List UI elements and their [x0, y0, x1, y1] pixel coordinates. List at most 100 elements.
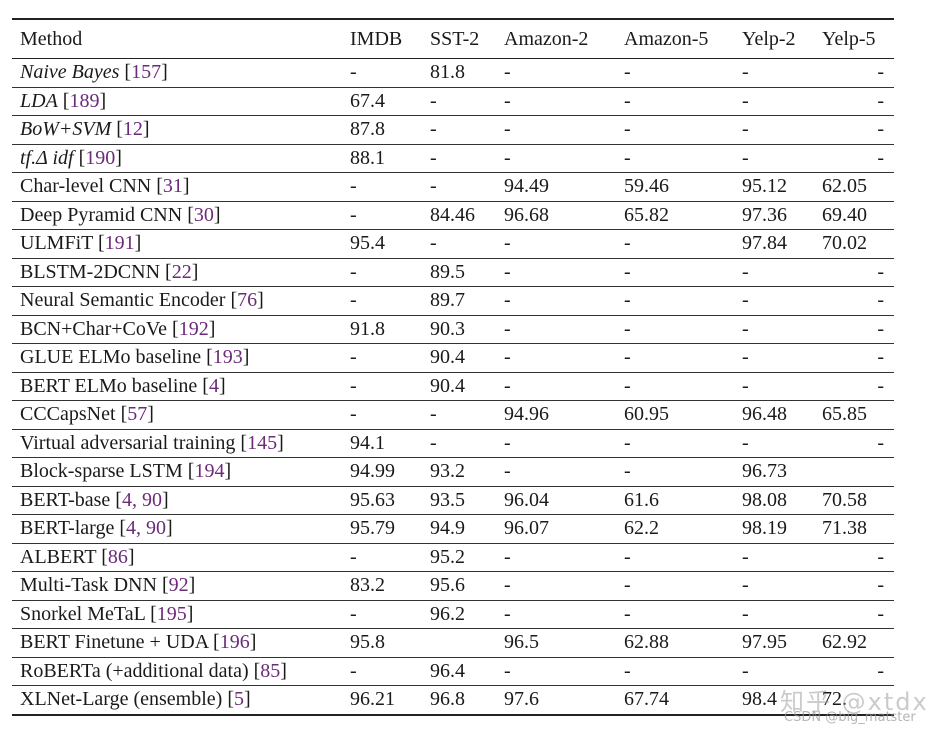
yelp-5-cell: -: [814, 657, 894, 686]
sst-2-cell: 90.4: [422, 343, 496, 373]
citation-link[interactable]: 57: [127, 403, 148, 426]
yelp-2-cell: -: [734, 600, 814, 629]
citation-link[interactable]: 85: [260, 659, 281, 682]
amazon-2-cell: 96.5: [496, 628, 616, 658]
citation-link[interactable]: 92: [168, 574, 189, 597]
imdb-cell: -: [342, 258, 422, 287]
sst-2-cell: 95.2: [422, 543, 496, 572]
citation-link[interactable]: 195: [156, 602, 187, 625]
amazon-5-cell: -: [616, 144, 734, 173]
citation-link[interactable]: 12: [122, 118, 143, 141]
yelp-2-cell: -: [734, 571, 814, 601]
amazon-2-cell: -: [496, 372, 616, 401]
method-name: XLNet-Large (ensemble): [20, 688, 223, 711]
amazon-2-cell: -: [496, 571, 616, 601]
yelp-5-cell: -: [814, 87, 894, 116]
yelp-2-cell: -: [734, 58, 814, 88]
table-row: BERT-large [4, 90] 95.79 94.9 96.07 62.2 98.1…: [12, 514, 894, 544]
yelp-5-cell: 69.40: [814, 201, 894, 230]
amazon-5-cell: 62.2: [616, 514, 734, 544]
table-row: GLUE ELMo baseline [193] -90.4- - - -: [12, 343, 894, 373]
method-name: tf.Δ idf: [20, 146, 74, 169]
table-row: BERT-base [4, 90] 95.63 93.5 96.04 61.6 98.08…: [12, 486, 894, 515]
method-name: Deep Pyramid CNN: [20, 203, 183, 226]
table-row: LDA [189] 67.4- - - - -: [12, 87, 894, 116]
amazon-5-cell: -: [616, 600, 734, 629]
amazon-2-cell: -: [496, 286, 616, 316]
yelp-2-cell: -: [734, 87, 814, 116]
sst-2-cell: -: [422, 400, 496, 430]
amazon-5-cell: -: [616, 372, 734, 401]
yelp-5-cell: -: [814, 258, 894, 287]
method-cell: Virtual adversarial training [145]: [12, 429, 342, 458]
header-sst-2: SST-2: [430, 27, 480, 50]
citation-link[interactable]: 4, 90: [121, 488, 162, 511]
citation-link[interactable]: 190: [85, 146, 116, 169]
yelp-5-cell: -: [814, 144, 894, 173]
yelp-2-cell: -: [734, 372, 814, 401]
citation-link[interactable]: 76: [237, 289, 258, 312]
yelp-5-cell: 72.: [814, 685, 894, 716]
citation-link[interactable]: 5: [234, 688, 244, 711]
amazon-5-cell: 61.6: [616, 486, 734, 515]
table-row: BoW+SVM [12] 87.8- - - - -: [12, 115, 894, 145]
sst-2-cell: 93.2: [422, 457, 496, 487]
citation-link[interactable]: 22: [171, 260, 192, 283]
imdb-cell: 94.1: [342, 429, 422, 458]
citation-link[interactable]: 145: [247, 431, 278, 454]
citation-link[interactable]: 191: [104, 232, 135, 255]
sst-2-cell: -: [422, 144, 496, 173]
method-cell: ALBERT [86]: [12, 543, 342, 572]
amazon-5-cell: -: [616, 429, 734, 458]
method-name: LDA: [20, 89, 58, 112]
yelp-2-cell: -: [734, 258, 814, 287]
yelp-2-cell: 96.73: [734, 457, 814, 487]
imdb-cell: -: [342, 286, 422, 316]
sst-2-cell: 95.6: [422, 571, 496, 601]
citation-link[interactable]: 196: [219, 631, 250, 654]
amazon-5-cell: -: [616, 229, 734, 259]
citation-link[interactable]: 86: [107, 545, 128, 568]
yelp-5-cell: 70.02: [814, 229, 894, 259]
imdb-cell: -: [342, 600, 422, 629]
header-amazon-2: Amazon-2: [504, 27, 589, 50]
method-cell: XLNet-Large (ensemble) [5]: [12, 685, 342, 716]
yelp-2-cell: 96.48: [734, 400, 814, 430]
amazon-5-cell: -: [616, 543, 734, 572]
yelp-5-cell: -: [814, 115, 894, 145]
amazon-5-cell: -: [616, 58, 734, 88]
citation-link[interactable]: 4, 90: [126, 517, 167, 540]
citation-link[interactable]: 4: [208, 374, 219, 397]
citation-link[interactable]: 193: [212, 346, 243, 369]
sst-2-cell: 96.8: [422, 685, 496, 716]
method-cell: Block-sparse LSTM [194]: [12, 457, 342, 487]
citation-link[interactable]: 192: [178, 317, 209, 340]
method-cell: LDA [189]: [12, 87, 342, 116]
imdb-cell: 83.2: [342, 571, 422, 601]
citation-link[interactable]: 194: [194, 460, 225, 483]
sst-2-cell: -: [422, 429, 496, 458]
sst-2-cell: 89.7: [422, 286, 496, 316]
method-cell: BCN+Char+CoVe [192]: [12, 315, 342, 344]
citation-link[interactable]: 189: [69, 89, 100, 112]
amazon-2-cell: -: [496, 543, 616, 572]
yelp-5-cell: 65.85: [814, 400, 894, 430]
amazon-5-cell: -: [616, 315, 734, 344]
imdb-cell: 95.63: [342, 486, 422, 515]
imdb-cell: 91.8: [342, 315, 422, 344]
table-row: Multi-Task DNN [92] 83.2 95.6- - - -: [12, 571, 894, 601]
method-cell: BERT ELMo baseline [4]: [12, 372, 342, 401]
citation-link[interactable]: 157: [131, 61, 162, 84]
yelp-2-cell: 98.4: [734, 685, 814, 716]
amazon-5-cell: 65.82: [616, 201, 734, 230]
yelp-5-cell: 70.58: [814, 486, 894, 515]
citation-link[interactable]: 30: [193, 203, 214, 226]
method-cell: RoBERTa (+additional data) [85]: [12, 657, 342, 686]
amazon-5-cell: -: [616, 657, 734, 686]
method-cell: Neural Semantic Encoder [76]: [12, 286, 342, 316]
amazon-2-cell: -: [496, 115, 616, 145]
citation-link[interactable]: 31: [162, 175, 183, 198]
imdb-cell: -: [342, 201, 422, 230]
amazon-5-cell: -: [616, 343, 734, 373]
table-body: Naive Bayes [157] -81.8- - - - LDA [189] 67.4-…: [12, 58, 894, 716]
